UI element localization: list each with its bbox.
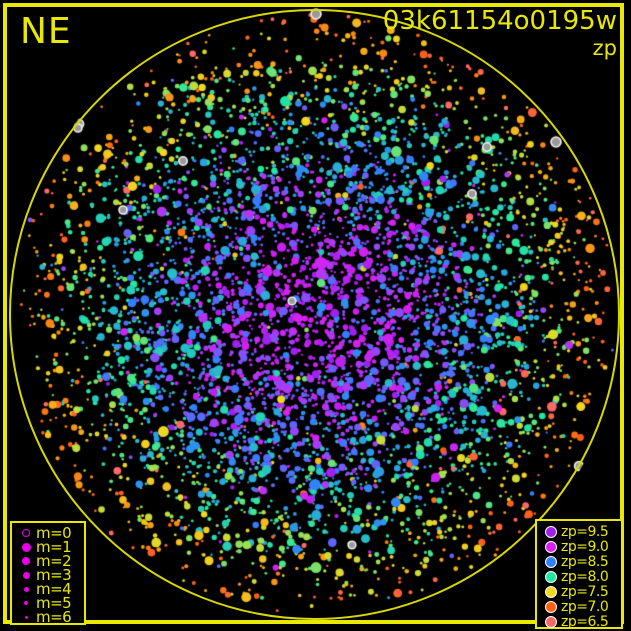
magnitude-dot-icon	[22, 529, 30, 537]
magnitude-legend-label: m=6	[36, 607, 72, 626]
zp-legend-row: zp=8.0	[541, 569, 617, 584]
magnitude-marker-swatch	[16, 601, 36, 605]
zp-color-swatch	[541, 570, 561, 583]
zp-legend-label: zp=7.5	[561, 583, 609, 600]
magnitude-legend-label: m=0	[36, 523, 72, 542]
magnitude-dot-icon	[22, 557, 30, 565]
zp-legend-row: zp=8.5	[541, 554, 617, 569]
magnitude-legend-row: m=6	[16, 607, 80, 626]
zp-dot-icon	[545, 570, 557, 583]
magnitude-legend-label: m=2	[36, 551, 72, 570]
zp-legend-row: zp=9.0	[541, 539, 617, 554]
magnitude-marker-swatch	[16, 571, 36, 579]
magnitude-dot-icon	[24, 601, 28, 605]
zp-dot-icon	[545, 585, 557, 598]
zp-color-swatch	[541, 585, 561, 598]
magnitude-legend-label: m=5	[36, 593, 72, 612]
magnitude-marker-swatch	[16, 615, 36, 619]
magnitude-legend: m=0 m=1 m=2 m=3 m=4 m=5 m=6	[10, 521, 86, 625]
zp-dot-icon	[545, 540, 557, 553]
magnitude-legend-row: m=5	[16, 593, 80, 612]
page-title: 03k61154o0195w	[382, 6, 617, 36]
zp-dot-icon	[545, 525, 557, 538]
zp-legend-row: zp=6.5	[541, 614, 617, 629]
zp-dot-icon	[545, 600, 557, 613]
magnitude-dot-icon	[22, 571, 30, 579]
colorbar-variable-label: zp	[592, 36, 617, 60]
zp-legend-label: zp=7.0	[561, 598, 609, 615]
zp-color-swatch	[541, 600, 561, 613]
magnitude-legend-row: m=0	[16, 523, 80, 542]
zp-legend-label: zp=9.0	[561, 538, 609, 555]
zp-legend-label: zp=9.5	[561, 523, 609, 540]
magnitude-legend-row: m=2	[16, 551, 80, 570]
zp-legend: zp=9.5 zp=9.0 zp=8.5 zp=8.0 zp=7.5 zp=7.0 zp=6…	[535, 519, 623, 629]
magnitude-legend-row: m=3	[16, 565, 80, 584]
zp-legend-row: zp=9.5	[541, 524, 617, 539]
zp-color-swatch	[541, 540, 561, 553]
zp-legend-row: zp=7.0	[541, 599, 617, 614]
zp-legend-label: zp=6.5	[561, 613, 609, 630]
magnitude-legend-label: m=4	[36, 579, 72, 598]
zp-legend-label: zp=8.0	[561, 568, 609, 585]
magnitude-dot-icon	[23, 586, 29, 592]
magnitude-marker-swatch	[16, 586, 36, 592]
zp-color-swatch	[541, 525, 561, 538]
magnitude-legend-label: m=3	[36, 565, 72, 584]
zp-color-swatch	[541, 615, 561, 628]
magnitude-dot-icon	[21, 542, 31, 552]
magnitude-legend-row: m=1	[16, 537, 80, 556]
zp-legend-row: zp=7.5	[541, 584, 617, 599]
magnitude-marker-swatch	[16, 542, 36, 552]
magnitude-dot-icon	[24, 615, 28, 619]
zp-dot-icon	[545, 555, 557, 568]
magnitude-legend-row: m=4	[16, 579, 80, 598]
zp-legend-label: zp=8.5	[561, 553, 609, 570]
magnitude-marker-swatch	[16, 529, 36, 537]
direction-label: NE	[20, 11, 72, 52]
zp-color-swatch	[541, 555, 561, 568]
zp-dot-icon	[545, 615, 557, 628]
magnitude-legend-label: m=1	[36, 537, 72, 556]
magnitude-marker-swatch	[16, 557, 36, 565]
